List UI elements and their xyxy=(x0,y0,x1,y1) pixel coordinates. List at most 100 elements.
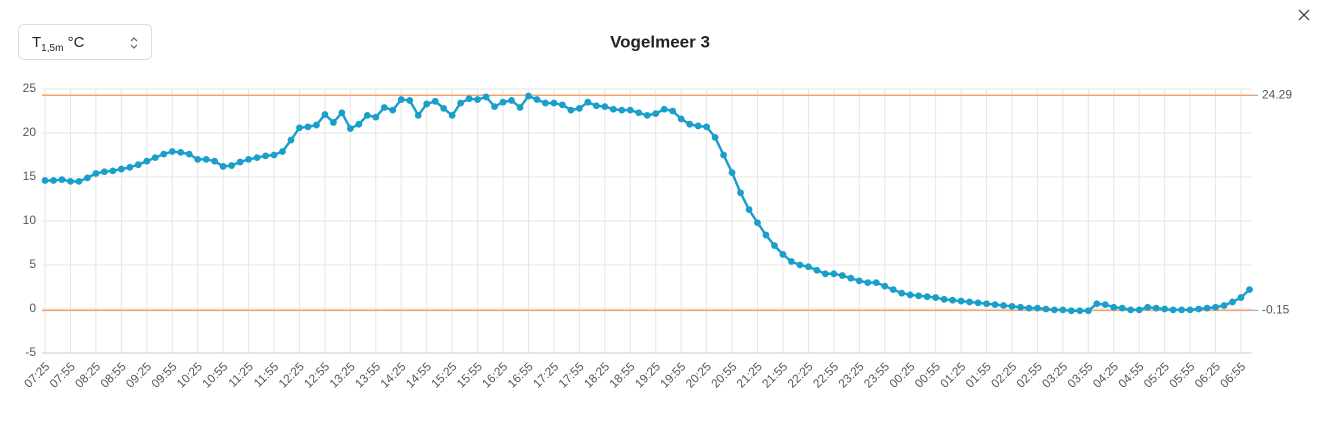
data-point xyxy=(584,98,592,106)
data-point xyxy=(889,286,897,294)
data-point xyxy=(160,150,168,158)
data-point xyxy=(338,109,346,117)
data-point xyxy=(957,297,965,305)
data-point xyxy=(380,104,388,111)
data-point xyxy=(872,279,880,286)
data-point xyxy=(592,102,600,110)
data-point xyxy=(499,98,507,106)
data-point xyxy=(423,100,431,108)
data-point xyxy=(1246,286,1253,294)
data-point xyxy=(406,97,414,104)
symbol: T xyxy=(32,34,42,51)
data-point xyxy=(745,206,753,213)
x-tick-label: 05:55 xyxy=(1166,359,1197,390)
data-point xyxy=(575,104,583,112)
reference-label: -0.15 xyxy=(1262,302,1290,316)
x-tick-label: 22:55 xyxy=(810,359,841,390)
x-tick-label: 06:55 xyxy=(1217,359,1248,390)
x-tick-label: 03:25 xyxy=(1039,359,1070,390)
data-point xyxy=(1135,306,1143,314)
data-point xyxy=(211,157,219,165)
data-point xyxy=(1034,304,1041,312)
data-point xyxy=(686,120,694,128)
data-point xyxy=(626,106,634,114)
data-point xyxy=(236,158,244,166)
data-point xyxy=(720,151,727,159)
data-point xyxy=(940,295,948,303)
data-point xyxy=(202,156,210,163)
data-point xyxy=(949,296,957,304)
y-tick-label: 15 xyxy=(23,169,37,183)
data-point xyxy=(185,150,193,158)
data-point xyxy=(457,99,465,107)
x-tick-label: 19:55 xyxy=(657,359,688,390)
x-tick-label: 11:55 xyxy=(251,359,282,390)
select-label: T1,5m °C xyxy=(32,34,84,54)
data-point xyxy=(508,97,515,104)
x-tick-label: 01:25 xyxy=(937,359,968,390)
data-point xyxy=(550,99,558,107)
x-tick-label: 16:25 xyxy=(479,359,510,390)
data-point xyxy=(881,282,889,290)
variable-select[interactable]: T1,5m °C xyxy=(18,24,152,60)
data-point xyxy=(58,176,66,184)
x-tick-label: 21:25 xyxy=(734,359,765,390)
data-point xyxy=(67,178,74,185)
x-tick-label: 10:55 xyxy=(199,359,230,390)
select-arrows xyxy=(130,37,138,49)
data-point xyxy=(228,162,236,169)
x-tick-label: 10:25 xyxy=(174,359,205,390)
y-tick-label: -5 xyxy=(25,345,36,359)
data-point xyxy=(923,293,931,301)
x-tick-label: 18:55 xyxy=(607,359,638,390)
data-point xyxy=(355,120,363,128)
data-point xyxy=(677,115,685,123)
data-point xyxy=(983,300,990,308)
data-point xyxy=(991,301,999,308)
data-point xyxy=(1084,307,1092,315)
data-point xyxy=(329,119,337,126)
data-point xyxy=(660,105,668,113)
data-point xyxy=(41,177,49,184)
data-point xyxy=(1186,306,1194,314)
x-tick-label: 12:25 xyxy=(276,359,307,390)
x-tick-label: 22:25 xyxy=(785,359,816,390)
data-point xyxy=(847,274,855,282)
x-tick-label: 09:55 xyxy=(148,359,179,390)
x-tick-label: 21:55 xyxy=(759,359,790,390)
data-point xyxy=(151,154,159,162)
x-tick-label: 23:55 xyxy=(861,359,892,390)
x-tick-label: 02:25 xyxy=(988,359,1019,390)
data-point xyxy=(652,110,660,118)
x-tick-label: 01:55 xyxy=(963,359,994,390)
close-button[interactable] xyxy=(1298,9,1310,21)
unit: °C xyxy=(67,34,85,51)
data-point xyxy=(168,148,176,155)
data-point xyxy=(728,169,736,177)
data-point xyxy=(601,103,609,110)
data-point xyxy=(1118,304,1126,312)
data-point xyxy=(864,279,872,286)
subscript: 1,5m xyxy=(41,43,64,54)
data-point xyxy=(635,109,643,117)
data-point xyxy=(813,266,821,274)
data-point xyxy=(1110,303,1118,311)
data-point xyxy=(1008,302,1016,310)
data-point xyxy=(219,163,227,170)
x-tick-label: 05:25 xyxy=(1141,359,1172,390)
data-point xyxy=(1220,302,1228,309)
x-tick-label: 14:55 xyxy=(403,359,434,390)
data-point xyxy=(482,93,490,101)
data-point xyxy=(109,167,117,175)
data-point xyxy=(440,104,448,112)
x-tick-label: 11:25 xyxy=(225,359,256,390)
x-tick-label: 17:55 xyxy=(556,359,587,390)
data-point xyxy=(1212,303,1219,311)
data-point xyxy=(1152,304,1160,312)
x-tick-label: 14:25 xyxy=(377,359,408,390)
data-point xyxy=(1101,301,1109,308)
data-point xyxy=(92,170,100,177)
data-point xyxy=(779,251,787,258)
